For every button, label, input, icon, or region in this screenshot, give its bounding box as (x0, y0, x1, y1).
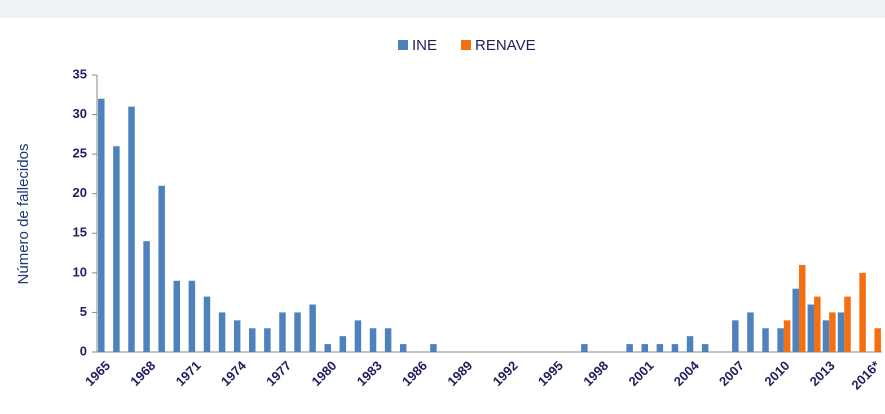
x-tick-label: 2016* (848, 357, 883, 392)
x-tick-label: 2001 (626, 358, 657, 389)
bar (732, 320, 739, 352)
bar (807, 304, 815, 352)
bar (324, 344, 331, 352)
bar (837, 312, 845, 352)
bar (777, 328, 784, 352)
y-tick-label: 20 (73, 185, 87, 200)
bar (233, 320, 241, 352)
bar (641, 344, 649, 352)
legend-swatch (461, 40, 472, 50)
bar (369, 328, 377, 352)
bar (264, 328, 271, 352)
x-tick-label: 1983 (354, 358, 385, 389)
bar (859, 272, 866, 352)
bar (173, 280, 181, 352)
bar (747, 312, 754, 352)
y-tick-label: 25 (73, 146, 87, 161)
bar (249, 328, 256, 352)
bar (701, 344, 709, 352)
bar (158, 185, 165, 352)
bar (143, 241, 150, 352)
x-tick-label: 2013 (807, 358, 838, 389)
bar (294, 312, 301, 352)
x-tick-label: 1965 (82, 358, 113, 389)
bar (844, 296, 851, 352)
bar (783, 320, 791, 352)
x-tick-label: 1974 (218, 357, 250, 389)
bar (98, 98, 105, 352)
y-tick-label: 35 (73, 66, 87, 81)
bar (128, 106, 135, 353)
x-tick-label: 1992 (490, 358, 521, 389)
y-tick-label: 10 (73, 264, 87, 279)
bar (581, 344, 588, 352)
bar (626, 344, 633, 352)
x-tick-label: 2010 (761, 358, 792, 389)
bar (430, 344, 437, 352)
bar (656, 344, 664, 352)
x-tick-label: 1998 (580, 358, 611, 389)
bar (686, 336, 694, 352)
bar (798, 264, 806, 352)
bar (218, 312, 226, 352)
bar (384, 328, 392, 352)
bar (113, 146, 120, 352)
x-tick-label: 1980 (308, 358, 339, 389)
x-tick-label: 1968 (127, 358, 158, 389)
bar (814, 296, 821, 352)
bar (309, 304, 316, 352)
y-tick-label: 15 (73, 225, 87, 240)
header-band (0, 0, 885, 18)
bar (279, 312, 286, 352)
bar (354, 320, 362, 352)
y-tick-label: 0 (80, 343, 87, 358)
bar (762, 328, 769, 352)
bar (829, 312, 836, 352)
bar (339, 336, 347, 352)
legend-swatch (398, 40, 408, 50)
x-tick-label: 1995 (535, 358, 566, 389)
y-tick-label: 30 (73, 106, 87, 121)
x-tick-label: 1977 (263, 358, 294, 389)
x-tick-label: 1971 (173, 358, 204, 389)
bar (203, 296, 211, 352)
bar (874, 328, 881, 352)
x-tick-label: 2004 (671, 357, 703, 389)
y-tick-label: 5 (80, 304, 87, 319)
x-tick-label: 1986 (399, 358, 430, 389)
x-tick-label: 2007 (716, 358, 747, 389)
legend-label: RENAVE (475, 37, 536, 54)
x-tick-label: 1989 (444, 358, 475, 389)
bar (822, 320, 830, 352)
bar (188, 280, 196, 352)
legend-label: INE (412, 37, 437, 54)
y-axis-label: Número de fallecidos (15, 144, 32, 285)
bar (792, 288, 799, 352)
bar (399, 344, 407, 352)
bar (671, 344, 679, 352)
